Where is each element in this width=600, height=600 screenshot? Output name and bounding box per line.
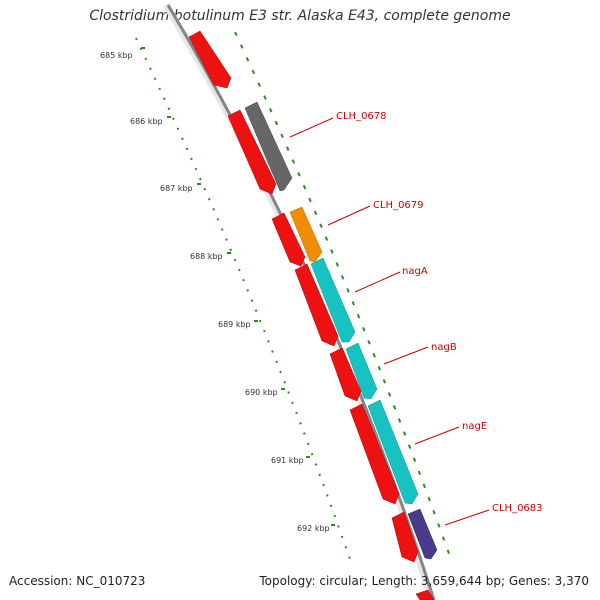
kbp-label: 688 kbp: [190, 252, 223, 261]
kbp-label: 685 kbp: [100, 51, 133, 60]
genes-red-track: [188, 30, 435, 600]
gene-arrow-red[interactable]: [329, 347, 362, 402]
kbp-label: 690 kbp: [245, 388, 278, 397]
gene-arrow-red[interactable]: [294, 263, 339, 347]
tick-scale-outer: [234, 31, 453, 563]
tick-scale-inner: [135, 37, 353, 566]
backbone: [166, 4, 436, 600]
accession-text: Accession: NC_010723: [9, 574, 146, 588]
gene-arrow-red[interactable]: [188, 30, 232, 89]
map-title: Clostridium botulinum E3 str. Alaska E43…: [89, 8, 511, 24]
gene-arrow-clh0678[interactable]: [244, 101, 293, 192]
gene-arrow-nage[interactable]: [367, 399, 419, 505]
gene-arrow-nagb[interactable]: [345, 342, 378, 400]
kbp-label: 692 kbp: [297, 524, 330, 533]
gene-arrow-red[interactable]: [227, 109, 277, 195]
backbone-highlight: [162, 3, 436, 600]
gene-label-clh0679[interactable]: CLH_0679: [373, 200, 424, 211]
genes-outer-track: [244, 101, 438, 560]
gene-arrow-red[interactable]: [415, 589, 435, 600]
gene-label-nagb[interactable]: nagB: [431, 342, 457, 353]
gene-arrow-red[interactable]: [391, 511, 419, 563]
kbp-label: 687 kbp: [160, 184, 193, 193]
gene-arrow-clh0679[interactable]: [289, 206, 323, 263]
kbp-label: 689 kbp: [218, 320, 251, 329]
gene-arrow-naga[interactable]: [310, 257, 356, 343]
gene-arrow-red[interactable]: [349, 403, 400, 505]
gene-label-clh0678[interactable]: CLH_0678: [336, 111, 387, 122]
gene-label-nage[interactable]: nagE: [462, 421, 487, 432]
leader-lines: [289, 117, 490, 526]
gene-label-naga[interactable]: nagA: [402, 266, 428, 277]
gene-arrow-clh0683[interactable]: [407, 508, 438, 560]
kbp-major-ticks: [141, 47, 335, 526]
kbp-label: 686 kbp: [130, 117, 163, 126]
kbp-label: 691 kbp: [271, 456, 304, 465]
topology-text: Topology: circular; Length: 3,659,644 bp…: [259, 574, 589, 588]
gene-label-clh0683[interactable]: CLH_0683: [492, 503, 543, 514]
gene-arrow-red[interactable]: [271, 212, 306, 267]
